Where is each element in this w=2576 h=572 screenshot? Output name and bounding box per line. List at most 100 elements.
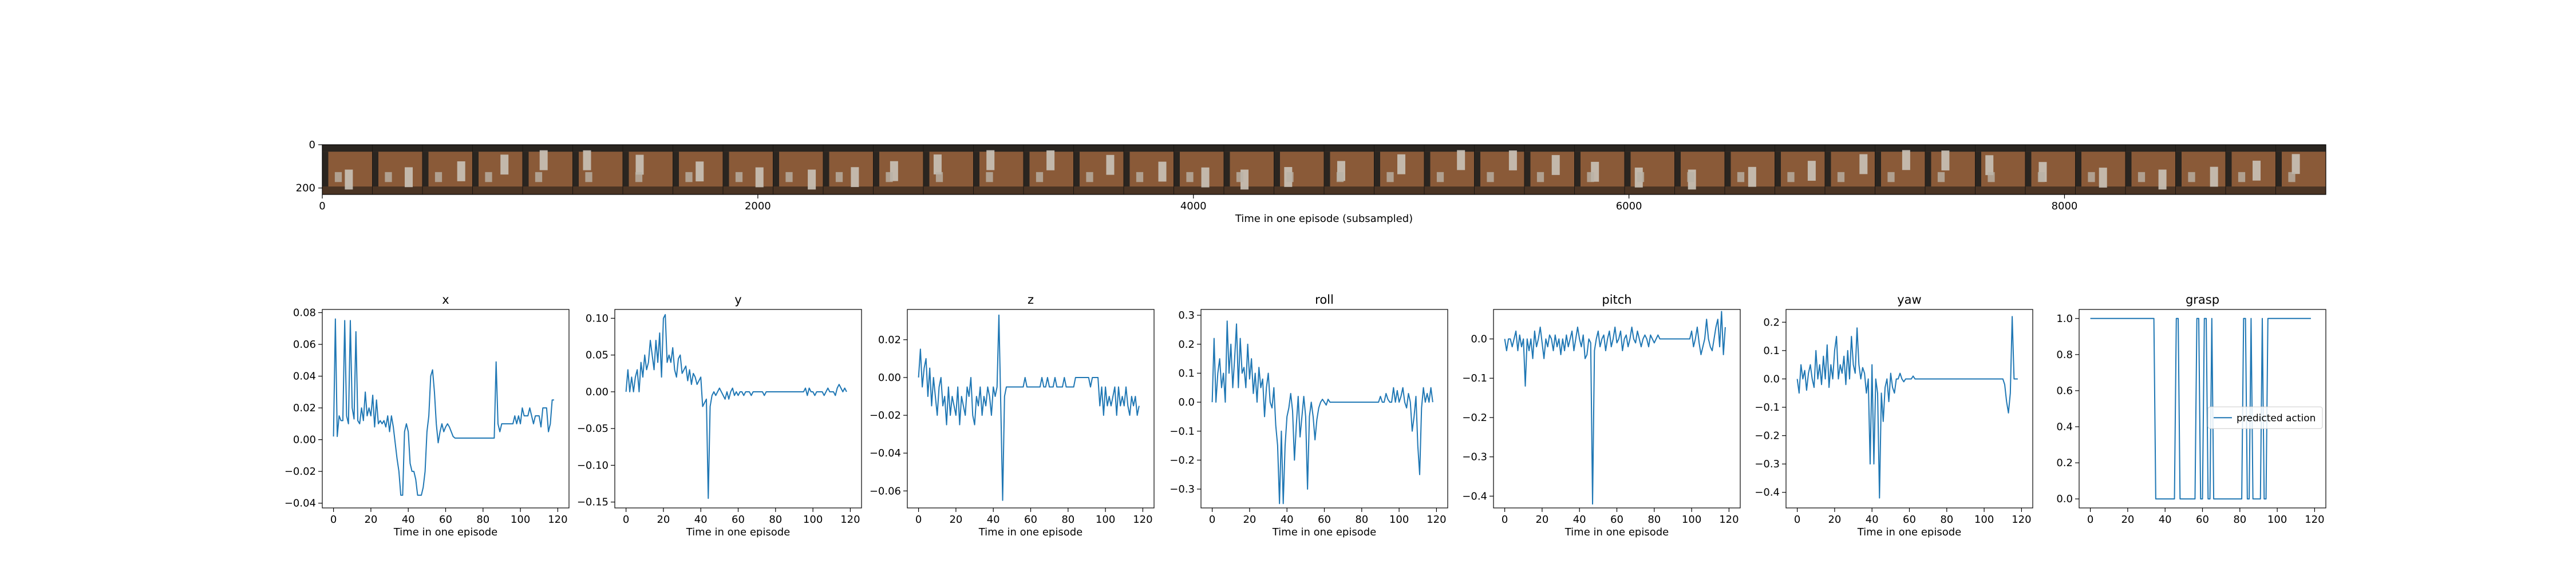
- frame-gripper: [1807, 161, 1816, 181]
- filmstrip-x-tick-label: 8000: [2052, 200, 2078, 212]
- y-tick-label: −0.02: [870, 410, 901, 422]
- filmstrip-frame: [422, 145, 473, 194]
- frame-table: [2025, 145, 2076, 194]
- frame-object: [2288, 172, 2296, 182]
- frame-top-band: [572, 145, 623, 152]
- frame-table: [623, 145, 673, 194]
- frame-left-edge: [1174, 152, 1180, 187]
- y-tick-label: 0.1: [1763, 345, 1780, 357]
- x-tick-label: 60: [732, 514, 745, 526]
- frame-top-band: [673, 145, 723, 152]
- frame-bottom-band: [1124, 186, 1174, 194]
- y-tick-label: −0.1: [1170, 426, 1195, 438]
- frame-bottom-band: [1424, 186, 1475, 194]
- frame-gripper: [1859, 154, 1868, 174]
- x-tick-label: 120: [548, 514, 567, 526]
- chart-title: x: [442, 293, 449, 307]
- frame-top-band: [1775, 145, 1825, 152]
- frame-top-band: [2175, 145, 2226, 152]
- frame-table: [1224, 145, 1274, 194]
- frame-gripper: [345, 169, 353, 190]
- frame-object: [1436, 172, 1444, 182]
- x-tick-label: 100: [1389, 514, 1409, 526]
- frame-table: [1574, 145, 1625, 194]
- y-tick-label: 0.08: [293, 307, 316, 319]
- x-tick-label: 20: [364, 514, 377, 526]
- frame-gripper: [808, 169, 816, 190]
- frame-left-edge: [2175, 152, 2182, 187]
- filmstrip-frame: [1123, 145, 1174, 194]
- x-tick-label: 80: [1355, 514, 1368, 526]
- x-tick-label: 120: [840, 514, 860, 526]
- frame-top-band: [923, 145, 974, 152]
- chart-title: z: [1028, 293, 1034, 307]
- x-axis-label: Time in one episode: [686, 526, 791, 538]
- frame-left-edge: [372, 152, 378, 187]
- frame-bottom-band: [472, 186, 523, 194]
- frame-bottom-band: [1374, 186, 1424, 194]
- filmstrip-frame: [2175, 145, 2226, 194]
- frame-gripper: [755, 167, 764, 188]
- frame-left-edge: [1073, 152, 1080, 187]
- filmstrip-frame: [773, 145, 823, 194]
- frame-top-band: [1124, 145, 1174, 152]
- frame-gripper: [1158, 161, 1167, 182]
- frame-object: [1988, 172, 1995, 182]
- frame-left-edge: [1274, 152, 1280, 187]
- filmstrip-x-tick-label: 0: [319, 200, 325, 212]
- y-tick-label: −0.02: [285, 466, 316, 478]
- filmstrip-ticks: 0 2000 4000 6000 8000 0 200: [296, 139, 2078, 212]
- y-tick-label: −0.2: [1462, 412, 1487, 424]
- x-axis-label: Time in one episode: [393, 526, 498, 538]
- frame-object: [2238, 172, 2246, 182]
- series-line: [918, 314, 1140, 501]
- x-tick-label: 100: [511, 514, 530, 526]
- frame-gripper: [2158, 169, 2167, 190]
- x-tick-label: 20: [1535, 514, 1548, 526]
- x-tick-label: 100: [1974, 514, 1994, 526]
- frame-bottom-band: [973, 186, 1024, 194]
- frame-table: [873, 145, 923, 194]
- frame-object: [1837, 172, 1845, 182]
- frame-object: [835, 172, 843, 182]
- x-tick-label: 0: [915, 514, 922, 526]
- x-tick-label: 120: [2012, 514, 2031, 526]
- frame-object: [535, 172, 543, 182]
- frame-top-band: [1024, 145, 1074, 152]
- frame-gripper: [2253, 160, 2261, 181]
- action-charts: 0 20 40 60 80 100 120−0.04−0.020.000.020.040.0…: [285, 293, 2326, 538]
- frame-bottom-band: [673, 186, 723, 194]
- y-tick-label: 0.02: [293, 402, 316, 414]
- frame-left-edge: [673, 152, 679, 187]
- frame-table: [1174, 145, 1224, 194]
- frame-left-edge: [1825, 152, 1831, 187]
- frame-bottom-band: [1324, 186, 1374, 194]
- frame-bottom-band: [1674, 186, 1725, 194]
- frame-top-band: [873, 145, 923, 152]
- frame-gripper: [1748, 166, 1756, 187]
- x-tick-label: 60: [1903, 514, 1916, 526]
- frame-bottom-band: [322, 186, 373, 194]
- x-tick-label: 20: [2121, 514, 2134, 526]
- x-tick-label: 60: [1610, 514, 1623, 526]
- y-tick-label: −0.2: [1170, 454, 1195, 466]
- frame-object: [2138, 172, 2146, 182]
- frame-gripper: [539, 150, 548, 170]
- frame-left-edge: [2226, 152, 2232, 187]
- x-tick-label: 40: [1573, 514, 1586, 526]
- x-tick-label: 40: [1866, 514, 1879, 526]
- filmstrip-frame: [823, 145, 874, 194]
- filmstrip-frame: [1524, 145, 1575, 194]
- legend-label: predicted action: [2237, 412, 2316, 424]
- frame-left-edge: [923, 152, 930, 187]
- filmstrip-frame: [1424, 145, 1475, 194]
- frame-object: [385, 172, 392, 182]
- x-tick-label: 40: [1281, 514, 1294, 526]
- frame-gripper: [696, 161, 704, 182]
- frame-object: [1737, 172, 1745, 182]
- frame-object: [1637, 172, 1645, 182]
- frame-top-band: [1625, 145, 1675, 152]
- frame-bottom-band: [422, 186, 473, 194]
- frame-object: [1787, 172, 1795, 182]
